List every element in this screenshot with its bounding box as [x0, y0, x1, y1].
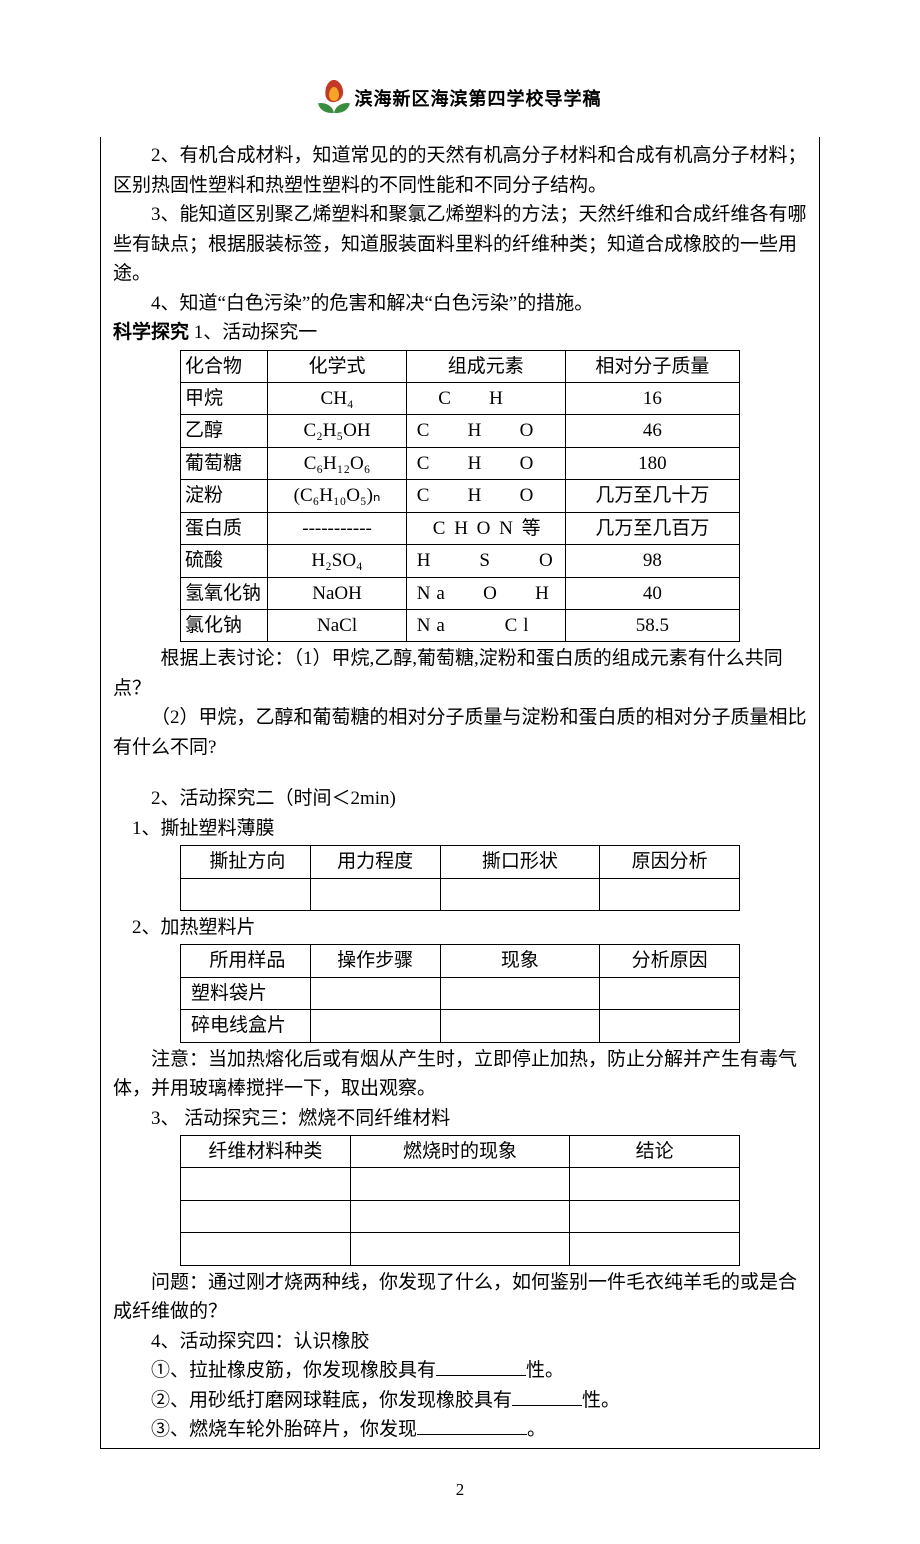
compounds-table: 化合物 化学式 组成元素 相对分子质量 甲烷CH₄ C H16 乙醇C₂H₅OH…: [180, 350, 740, 643]
table-row: [181, 1168, 740, 1200]
blank-field[interactable]: [436, 1356, 526, 1376]
table-row: 氢氧化钠NaOHNa O H40: [181, 577, 740, 609]
content-frame: 2、有机合成材料，知道常见的的天然有机高分子材料和合成有机高分子材料；区别热固性…: [100, 137, 820, 1449]
sec2-title: 2、活动探究二（时间＜2min): [101, 784, 819, 813]
table-row: 化合物 化学式 组成元素 相对分子质量: [181, 350, 740, 382]
sec4-title: 4、活动探究四：认识橡胶: [101, 1327, 819, 1356]
section1-heading-rest: 1、活动探究一: [189, 322, 317, 343]
logo-icon: [319, 80, 349, 114]
sec1-q1: 根据上表讨论：（1）甲烷,乙醇,葡萄糖,淀粉和蛋白质的组成元素有什么共同点？: [101, 644, 819, 703]
sec4-l3: ③、燃烧车轮外胎碎片，你发现。: [101, 1415, 819, 1444]
intro-p3: 3、能知道区别聚乙烯塑料和聚氯乙烯塑料的方法；天然纤维和合成纤维各有哪些有缺点；…: [101, 200, 819, 288]
sec2-note: 注意：当加热熔化后或有烟从产生时，立即停止加热，防止分解并产生有毒气体，并用玻璃…: [101, 1045, 819, 1104]
blank-field[interactable]: [512, 1386, 582, 1406]
table-row: 氯化钠NaClNa Cl58.5: [181, 610, 740, 642]
sec3-q: 问题：通过刚才烧两种线，你发现了什么，如何鉴别一件毛衣纯羊毛的或是合成纤维做的？: [101, 1268, 819, 1327]
sec3-title: 3、 活动探究三：燃烧不同纤维材料: [101, 1104, 819, 1133]
table-row: [181, 1200, 740, 1232]
sec4-l2: ②、用砂纸打磨网球鞋底，你发现橡胶具有性。: [101, 1386, 819, 1415]
table-row: 蛋白质-----------C H O N 等几万至几百万: [181, 512, 740, 544]
table-row: 纤维材料种类 燃烧时的现象 结论: [181, 1136, 740, 1168]
th-formula: 化学式: [268, 350, 406, 382]
table-row: 撕扯方向 用力程度 撕口形状 原因分析: [181, 846, 740, 878]
table-row: 碎电线盒片: [181, 1010, 740, 1042]
intro-p4: 4、知道“白色污染”的危害和解决“白色污染”的措施。: [101, 289, 819, 318]
fiber-table: 纤维材料种类 燃烧时的现象 结论: [180, 1135, 740, 1266]
header-title: 滨海新区海滨第四学校导学稿: [355, 86, 602, 114]
page-header: 滨海新区海滨第四学校导学稿: [100, 80, 820, 123]
blank-field[interactable]: [417, 1415, 527, 1435]
sec2-sub2: 2、加热塑料片: [101, 913, 819, 942]
table-row: [181, 1233, 740, 1265]
sec4-l1: ①、拉扯橡皮筋，你发现橡胶具有性。: [101, 1356, 819, 1385]
table-row: 乙醇C₂H₅OHC H O46: [181, 415, 740, 447]
page-number: 2: [100, 1477, 820, 1503]
th-compound: 化合物: [181, 350, 268, 382]
section1-heading-bold: 科学探究: [113, 322, 189, 343]
table-row: 塑料袋片: [181, 977, 740, 1009]
table-row: 甲烷CH₄ C H16: [181, 382, 740, 414]
heat-table: 所用样品 操作步骤 现象 分析原因 塑料袋片 碎电线盒片: [180, 944, 740, 1042]
table-row: 硫酸H₂SO₄H S O98: [181, 545, 740, 577]
table-row: [181, 878, 740, 910]
tear-table: 撕扯方向 用力程度 撕口形状 原因分析: [180, 845, 740, 911]
table-row: 葡萄糖C₆H₁₂O₆C H O180: [181, 447, 740, 479]
section1-heading: 科学探究 1、活动探究一: [101, 318, 819, 347]
sec2-sub1: 1、撕扯塑料薄膜: [101, 814, 819, 843]
table-row: 所用样品 操作步骤 现象 分析原因: [181, 945, 740, 977]
sec1-q2: （2）甲烷，乙醇和葡萄糖的相对分子质量与淀粉和蛋白质的相对分子质量相比有什么不同…: [101, 703, 819, 762]
intro-p2: 2、有机合成材料，知道常见的的天然有机高分子材料和合成有机高分子材料；区别热固性…: [101, 141, 819, 200]
table-row: 淀粉(C₆H₁₀O₅)ₙC H O几万至几十万: [181, 480, 740, 512]
th-elements: 组成元素: [406, 350, 565, 382]
th-mass: 相对分子质量: [565, 350, 739, 382]
